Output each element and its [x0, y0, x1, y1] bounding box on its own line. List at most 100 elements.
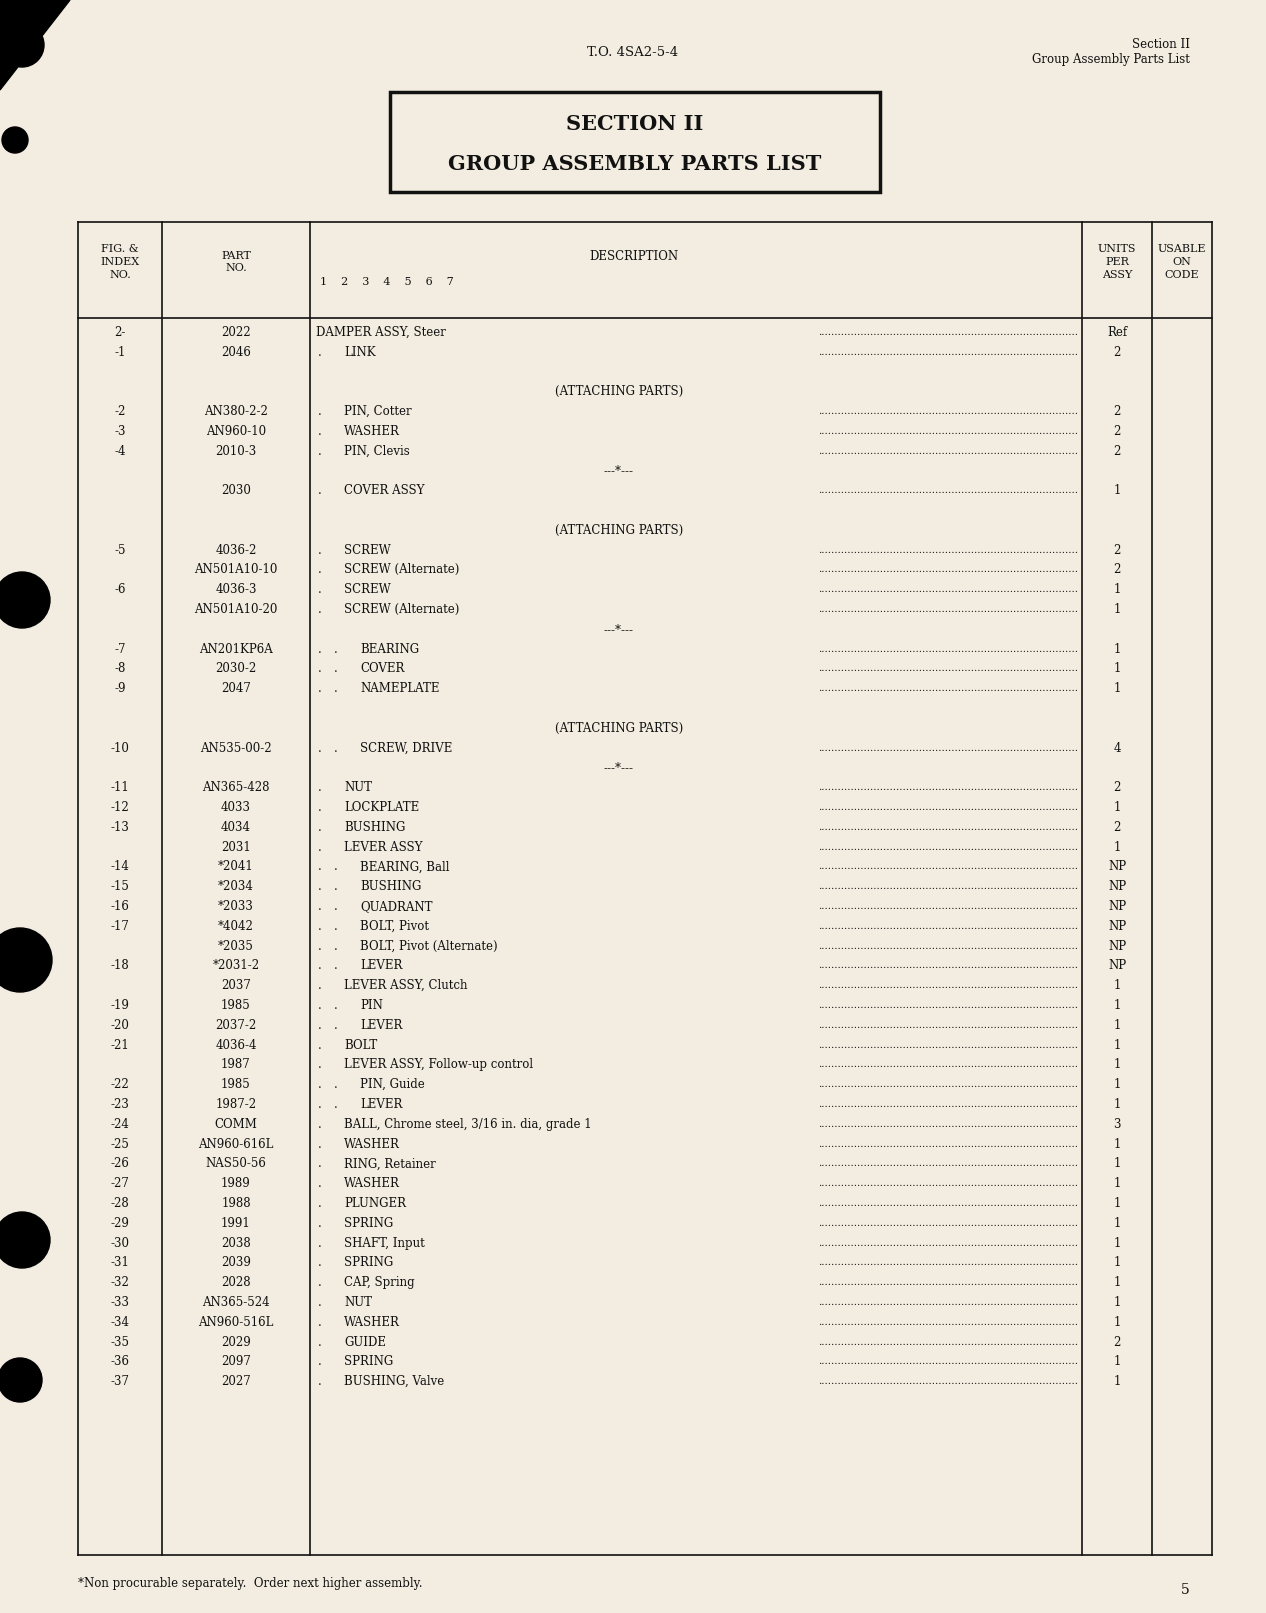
Circle shape [3, 127, 28, 153]
Circle shape [0, 927, 52, 992]
Text: T.O. 4SA2-5-4: T.O. 4SA2-5-4 [587, 45, 679, 58]
Text: ................................................................................: ........................................… [818, 882, 1079, 892]
Text: PIN: PIN [360, 998, 382, 1011]
Text: 2: 2 [1113, 405, 1120, 418]
Text: 2: 2 [1113, 424, 1120, 437]
Text: AN365-428: AN365-428 [203, 781, 270, 794]
Text: PIN, Cotter: PIN, Cotter [344, 405, 411, 418]
Text: -20: -20 [110, 1019, 129, 1032]
Text: -37: -37 [110, 1376, 129, 1389]
Text: ................................................................................: ........................................… [818, 1140, 1079, 1148]
Text: SECTION II: SECTION II [566, 115, 704, 134]
Text: .: . [318, 960, 322, 973]
Circle shape [0, 23, 44, 68]
Text: .: . [318, 860, 322, 873]
Text: SPRING: SPRING [344, 1216, 394, 1229]
Text: .: . [318, 1137, 322, 1150]
Text: .: . [334, 998, 338, 1011]
Text: SPRING: SPRING [344, 1257, 394, 1269]
Text: 2010-3: 2010-3 [215, 445, 257, 458]
Text: AN960-516L: AN960-516L [199, 1316, 273, 1329]
Text: .: . [334, 960, 338, 973]
Text: BUSHING: BUSHING [344, 821, 405, 834]
Text: ................................................................................: ........................................… [818, 744, 1079, 753]
Text: .: . [318, 1336, 322, 1348]
Text: 2: 2 [1113, 445, 1120, 458]
Text: -2: -2 [114, 405, 125, 418]
Text: -27: -27 [110, 1177, 129, 1190]
Text: 3: 3 [1113, 1118, 1120, 1131]
Text: .: . [318, 998, 322, 1011]
Text: -32: -32 [110, 1276, 129, 1289]
Text: NP: NP [1108, 940, 1125, 953]
Text: ................................................................................: ........................................… [818, 842, 1079, 852]
Text: .: . [318, 1257, 322, 1269]
Text: 2: 2 [1113, 1336, 1120, 1348]
Text: *2041: *2041 [218, 860, 254, 873]
Text: 1: 1 [1113, 998, 1120, 1011]
Text: .: . [318, 544, 322, 556]
Text: ................................................................................: ........................................… [818, 1198, 1079, 1208]
Text: -10: -10 [110, 742, 129, 755]
Text: .: . [318, 1295, 322, 1310]
Text: 1: 1 [1113, 1276, 1120, 1289]
Text: .: . [318, 663, 322, 676]
Text: .: . [334, 682, 338, 695]
Text: SCREW (Alternate): SCREW (Alternate) [344, 603, 460, 616]
Text: ................................................................................: ........................................… [818, 327, 1079, 337]
Text: ................................................................................: ........................................… [818, 1298, 1079, 1307]
Text: *2031-2: *2031-2 [213, 960, 260, 973]
Text: SCREW (Alternate): SCREW (Alternate) [344, 563, 460, 576]
Text: .: . [318, 881, 322, 894]
Text: 1: 1 [1113, 802, 1120, 815]
Text: ................................................................................: ........................................… [818, 1179, 1079, 1189]
Text: ................................................................................: ........................................… [818, 486, 1079, 495]
Text: 1: 1 [1113, 1137, 1120, 1150]
Text: -13: -13 [110, 821, 129, 834]
Text: ................................................................................: ........................................… [818, 1239, 1079, 1247]
Text: .: . [334, 1019, 338, 1032]
Text: .: . [318, 781, 322, 794]
Text: ................................................................................: ........................................… [818, 1040, 1079, 1050]
Text: .: . [334, 642, 338, 655]
Text: 1: 1 [1113, 1077, 1120, 1092]
Text: BALL, Chrome steel, 3/16 in. dia, grade 1: BALL, Chrome steel, 3/16 in. dia, grade … [344, 1118, 591, 1131]
Text: 4036-4: 4036-4 [215, 1039, 257, 1052]
Text: 1: 1 [1113, 603, 1120, 616]
Text: ................................................................................: ........................................… [818, 645, 1079, 653]
Text: .: . [318, 1118, 322, 1131]
Text: 1: 1 [1113, 1295, 1120, 1310]
Text: 2030: 2030 [222, 484, 251, 497]
Text: GUIDE: GUIDE [344, 1336, 386, 1348]
Text: -22: -22 [110, 1077, 129, 1092]
Text: ................................................................................: ........................................… [818, 447, 1079, 455]
Text: 2030-2: 2030-2 [215, 663, 257, 676]
Text: *2035: *2035 [218, 940, 254, 953]
Text: (ATTACHING PARTS): (ATTACHING PARTS) [555, 721, 682, 736]
Text: .: . [318, 802, 322, 815]
Text: USABLE
ON
CODE: USABLE ON CODE [1157, 244, 1206, 279]
Text: AN960-10: AN960-10 [206, 424, 266, 437]
Text: .: . [318, 919, 322, 932]
Text: -4: -4 [114, 445, 125, 458]
Text: ................................................................................: ........................................… [818, 545, 1079, 555]
Text: SHAFT, Input: SHAFT, Input [344, 1237, 425, 1250]
Text: ................................................................................: ........................................… [818, 566, 1079, 574]
Text: -30: -30 [110, 1237, 129, 1250]
Text: DAMPER ASSY, Steer: DAMPER ASSY, Steer [316, 326, 446, 339]
Text: .: . [318, 940, 322, 953]
Text: -35: -35 [110, 1336, 129, 1348]
Text: 1: 1 [1113, 1158, 1120, 1171]
Text: 4: 4 [1113, 742, 1120, 755]
Text: -21: -21 [110, 1039, 129, 1052]
Text: .: . [334, 742, 338, 755]
Text: .: . [318, 821, 322, 834]
Circle shape [0, 573, 49, 627]
Text: UNITS
PER
ASSY: UNITS PER ASSY [1098, 244, 1137, 279]
Text: .: . [318, 1098, 322, 1111]
Text: LEVER ASSY, Follow-up control: LEVER ASSY, Follow-up control [344, 1058, 533, 1071]
Text: .: . [318, 742, 322, 755]
Text: ................................................................................: ........................................… [818, 586, 1079, 594]
Text: .: . [318, 1237, 322, 1250]
Text: 1: 1 [1113, 1197, 1120, 1210]
